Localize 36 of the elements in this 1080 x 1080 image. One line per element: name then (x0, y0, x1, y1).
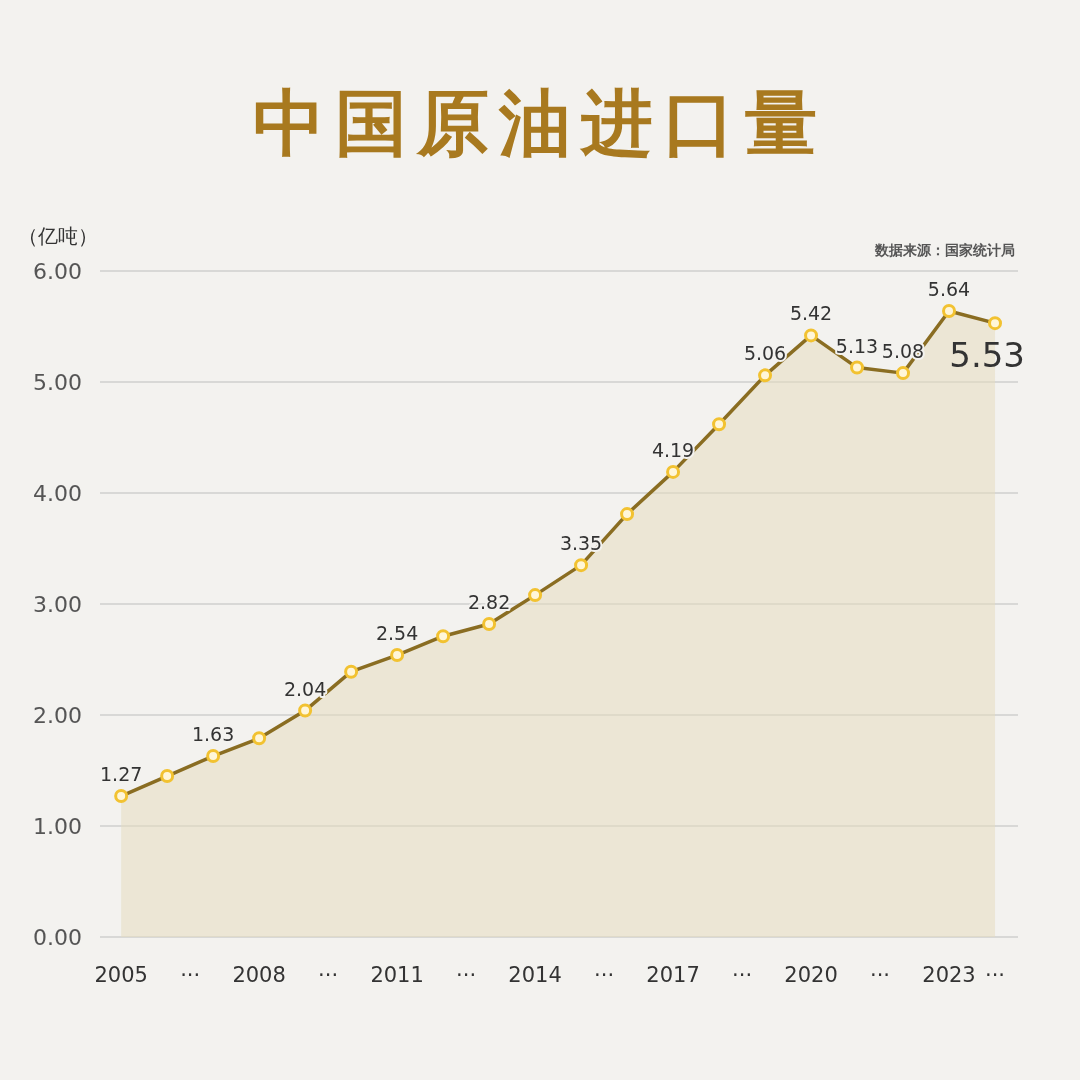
x-tick-label: 2011 (370, 963, 424, 987)
chart-title: 中国原油进口量 (253, 81, 827, 165)
x-tick-label: ··· (180, 963, 201, 987)
x-tick-label: 2005 (94, 963, 148, 987)
x-tick-label: ··· (870, 963, 891, 987)
data-label: 4.19 (651, 438, 695, 461)
data-label: 1.63 (191, 723, 235, 746)
y-axis-title: （亿吨） (18, 224, 98, 248)
x-tick-label: ··· (984, 963, 1006, 987)
y-tick-label: 6.00 (33, 259, 82, 284)
data-label: 5.42 (789, 302, 833, 325)
y-tick-label: 1.00 (33, 814, 82, 839)
x-tick-label: 2023 (922, 963, 976, 987)
data-label: 2.54 (375, 622, 419, 645)
x-tick-label: 2017 (646, 963, 700, 987)
data-label: 5.53 (949, 335, 1025, 376)
data-label: 5.13 (835, 334, 879, 357)
x-tick-label: ··· (732, 963, 753, 987)
x-tick-label: ··· (594, 963, 615, 987)
y-tick-label: 0.00 (33, 925, 82, 950)
data-label: 3.35 (559, 532, 603, 555)
x-tick-label: 2014 (508, 963, 562, 987)
source-note: 数据来源：国家统计局 (874, 242, 1015, 258)
y-tick-label: 4.00 (33, 481, 82, 506)
data-label: 1.27 (100, 763, 143, 786)
x-tick-label: ··· (456, 963, 477, 987)
x-tick-label: 2020 (784, 963, 838, 987)
y-tick-label: 2.00 (33, 703, 82, 728)
x-tick-label: 2008 (232, 963, 286, 987)
data-label: 5.06 (743, 342, 787, 365)
y-tick-label: 5.00 (33, 370, 82, 395)
data-label: 5.64 (927, 277, 971, 300)
data-label: 2.04 (283, 677, 327, 700)
data-label: 2.82 (467, 590, 511, 613)
y-tick-label: 3.00 (33, 592, 82, 617)
x-tick-label: ··· (318, 963, 339, 987)
